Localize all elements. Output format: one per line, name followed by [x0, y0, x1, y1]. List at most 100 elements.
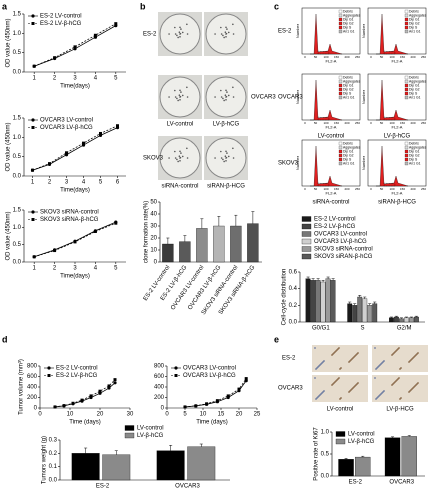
colony [227, 94, 230, 97]
colony [178, 31, 181, 34]
series-line [184, 378, 247, 408]
colony [225, 26, 227, 29]
colony [225, 98, 227, 101]
ihc-cell [374, 377, 376, 379]
x-tick-label: G0/G1 [312, 326, 330, 332]
ihc-cell [417, 382, 419, 384]
bar [213, 225, 225, 263]
x-tick-label: 6 [116, 180, 120, 186]
colony [226, 28, 228, 30]
series-line [184, 380, 247, 408]
histogram-tick-label: 250 [355, 187, 360, 191]
error-bar [404, 316, 408, 318]
histogram-legend-swatch [404, 13, 409, 18]
y-tick-label: 0.0 [13, 70, 22, 76]
bar [404, 317, 409, 323]
bar [156, 450, 185, 481]
histogram-legend-label: Dip S [409, 157, 418, 161]
bar [384, 437, 401, 477]
colony [225, 150, 227, 153]
histogram-legend-swatch [338, 153, 343, 158]
y-tick-label: 600 [27, 374, 38, 380]
y-tick-label: 0.2 [49, 451, 58, 457]
bar [230, 225, 242, 263]
colony [227, 31, 230, 34]
x-axis-label: Time (days) [69, 420, 100, 426]
histogram-frame [301, 73, 361, 121]
histogram-tick-label: 200 [410, 55, 415, 59]
y-tick-label: 0.4 [289, 286, 298, 292]
histogram-legend-label: Debris [409, 75, 419, 79]
histogram-x-label: FL2-A [326, 125, 337, 130]
x-tick-label: 2 [53, 266, 57, 272]
histogram-legend-label: Dip S [409, 91, 418, 95]
bar [399, 318, 404, 323]
histogram-legend-label: Dip G2 [343, 21, 354, 25]
bar [71, 453, 100, 481]
histogram-tick-label: 250 [421, 187, 426, 191]
histogram-s-phase [383, 50, 396, 55]
histogram-legend-label: Dip S [343, 25, 352, 29]
x-tick-label: 3 [73, 76, 77, 82]
histogram-tick-label: 50 [380, 121, 384, 125]
colony [179, 32, 182, 35]
y-tick-label: 0.0 [13, 174, 22, 180]
panel-label: c [274, 1, 279, 11]
y-tick-label: 400 [27, 385, 38, 391]
histogram-legend-swatch [404, 157, 409, 162]
legend-swatch [124, 432, 135, 439]
legend-marker [31, 22, 35, 25]
error-bar [344, 458, 348, 460]
histogram-y-label: Number [295, 155, 300, 170]
y-tick-label: 40 [150, 212, 157, 218]
histogram-legend-swatch [338, 87, 343, 92]
marker [99, 131, 102, 135]
row-label: ES-2 [143, 32, 157, 38]
histogram-tick-label: 200 [344, 55, 349, 59]
y-axis-label: clone formation rate(%) [144, 201, 150, 263]
histogram-legend-swatch [338, 157, 343, 162]
x-tick-label: 1 [31, 180, 35, 186]
colony [186, 33, 189, 35]
y-tick-label: 30 [150, 224, 157, 230]
error-bar [200, 218, 204, 229]
legend-marker [174, 374, 178, 377]
x-tick-label: OVCAR3 [389, 480, 414, 486]
column-label: LV-control [318, 134, 345, 140]
marker [53, 405, 57, 409]
colony [180, 152, 182, 154]
legend-label: OVCAR3 LV-β-hCG [183, 373, 236, 379]
histogram-y-label: Number [295, 89, 300, 104]
bar [330, 280, 336, 323]
ihc-cell [383, 390, 385, 392]
bar [362, 298, 368, 323]
colony [224, 94, 227, 97]
histogram-legend-swatch [338, 75, 343, 80]
histogram-legend-label: An1 G1 [409, 29, 421, 33]
colony [220, 150, 222, 153]
marker [113, 381, 117, 385]
histogram-legend-swatch [338, 21, 343, 26]
histogram-tick-label: 100 [323, 121, 328, 125]
legend-swatch [301, 238, 312, 245]
error-bar [373, 301, 377, 304]
legend-label: OVCAR3 LV-control [183, 366, 236, 372]
y-tick-label: 0.5 [321, 452, 330, 458]
legend-marker [31, 118, 35, 122]
histogram-tick-label: 150 [334, 187, 339, 191]
y-tick-label: 1.0 [13, 135, 22, 141]
histogram-s-phase [317, 182, 330, 187]
error-bar [234, 214, 238, 226]
colony [226, 91, 228, 93]
histogram-tick-label: 100 [323, 187, 328, 191]
column-label: siRNA-control [161, 184, 198, 190]
histogram-tick-label: 200 [344, 187, 349, 191]
column-label: LV-control [167, 122, 194, 128]
colony [214, 157, 216, 159]
colony [174, 96, 177, 98]
histogram-peak [376, 13, 409, 55]
ihc-cell [314, 347, 316, 349]
x-tick-label: 10 [200, 412, 207, 418]
row-label: OVCAR3 [251, 95, 276, 101]
histogram-legend-swatch [338, 13, 343, 18]
